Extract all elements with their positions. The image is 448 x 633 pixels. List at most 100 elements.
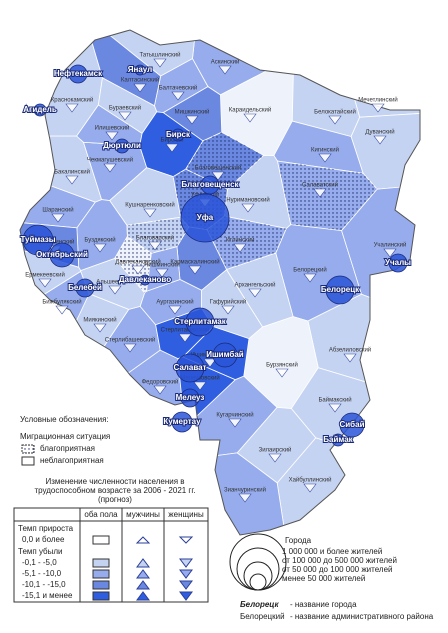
legend-swatch (92, 569, 110, 579)
city-label: Белорецк (321, 285, 360, 294)
district-label: Бураевский (109, 105, 141, 112)
district-label: Калтасинский (121, 77, 159, 84)
city (200, 175, 220, 195)
district-label: Абзелиловский (329, 347, 371, 354)
district-label: Кармаскалинский (170, 259, 219, 266)
legend-swatch (92, 591, 110, 601)
trend-symbol (318, 153, 332, 163)
legend-text: 0,0 и более (22, 535, 65, 544)
trend-symbol (51, 213, 65, 223)
trend-symbol (193, 381, 207, 391)
city-label: Уфа (197, 213, 214, 222)
legend-text: -0,1 - -5,0 (22, 558, 57, 567)
district-label: Караидельский (229, 107, 271, 114)
district-label: Белокатайский (314, 109, 356, 116)
trend-symbol (131, 265, 145, 275)
legend-text: от 100 000 до 500 000 жителей (282, 556, 397, 565)
district-label: Мишкинский (175, 109, 210, 116)
district-label: Салаватский (302, 182, 338, 189)
trend-symbol (248, 288, 262, 298)
trend-symbol (65, 175, 79, 185)
district-label: Татышлинский (140, 52, 181, 59)
trend-symbol (136, 591, 150, 601)
trend-symbol (143, 208, 157, 218)
city-label: Ишимбай (206, 350, 244, 359)
trend-symbol (233, 243, 247, 253)
district-label: Альшеевский (96, 279, 134, 286)
district-label: Баймакский (318, 397, 351, 404)
trend-symbol (303, 483, 317, 493)
legend-text: Условные обозначения: (20, 415, 109, 424)
trend-symbol (168, 305, 182, 315)
trend-symbol (221, 305, 235, 315)
district-label: Балтачевский (159, 85, 198, 92)
legend-circle (236, 547, 280, 591)
district-label: Чекмагушевский (87, 157, 133, 164)
district-label: Буздякский (84, 237, 115, 244)
district-label: Кигинский (311, 147, 339, 154)
city (331, 433, 345, 447)
trend-symbol (179, 580, 193, 590)
trend-symbol (179, 591, 193, 601)
district-label: Давлекановский (115, 259, 160, 266)
trend-symbol (178, 333, 192, 343)
trend-symbol (171, 91, 185, 101)
trend-symbol (153, 58, 167, 68)
city (175, 353, 205, 383)
district-label: Чишминский (144, 262, 179, 269)
trend-symbol (55, 305, 69, 315)
trend-symbol (228, 418, 242, 428)
trend-symbol (133, 83, 147, 93)
legend-text: 1 000 000 и более жителей (282, 547, 382, 556)
trend-symbol (373, 135, 387, 145)
city-label: Учалы (385, 258, 411, 267)
district-label: Аскинский (211, 59, 240, 66)
legend-text: менее 50 000 жителей (282, 574, 365, 583)
legend-text: Темп убыли (18, 547, 63, 556)
trend-symbol (179, 569, 193, 579)
trend-symbol (238, 493, 252, 503)
district-label: Кушнаренковский (125, 202, 174, 209)
district-label: Зианчуринский (224, 487, 266, 494)
district-label: Миякинский (83, 317, 116, 324)
trend-symbol (328, 403, 342, 413)
city (75, 278, 95, 298)
trend-symbol (136, 580, 150, 590)
legend-text: -10,1 - -15,0 (22, 580, 66, 589)
city (180, 193, 230, 243)
district-label: Белорецкий (293, 267, 326, 274)
legend-swatch (92, 558, 110, 568)
legend-circle (249, 573, 267, 591)
district-label: Бурзянский (266, 362, 298, 369)
district-label: Гафурийский (210, 299, 246, 306)
city (139, 274, 151, 286)
legend-text: женщины (168, 510, 204, 519)
city-label: Октябрьский (36, 250, 88, 259)
district-label: Аургазинский (156, 299, 193, 306)
legend-text: неблагоприятная (40, 456, 104, 465)
legend-text: благоприятная (40, 444, 95, 453)
trend-symbol (211, 171, 225, 181)
districts (20, 30, 420, 535)
trend-symbol (371, 103, 385, 113)
district-label: Туймазинский (36, 239, 75, 246)
legend-text: -15,1 и менее (22, 591, 73, 600)
city-label: Туймазы (20, 235, 55, 244)
trend-symbol (136, 569, 150, 579)
city (212, 342, 238, 368)
city-label: Нефтекамск (54, 69, 103, 78)
district-label: Архангельский (234, 282, 275, 289)
trend-symbol (135, 536, 151, 544)
district-label: Стерлибашевский (105, 337, 156, 344)
district-label: Шаранский (42, 207, 73, 214)
legend-text: -5,1 - -10,0 (22, 569, 62, 578)
trend-symbol (313, 188, 327, 198)
city-label: Давлеканово (119, 275, 171, 284)
legend-text: Миграционная ситуация (20, 432, 110, 441)
favorable-migration (127, 217, 189, 254)
city-label: Мелеуз (176, 393, 205, 402)
city (68, 64, 88, 84)
trend-symbol (185, 115, 199, 125)
favorable-migration (185, 132, 264, 190)
